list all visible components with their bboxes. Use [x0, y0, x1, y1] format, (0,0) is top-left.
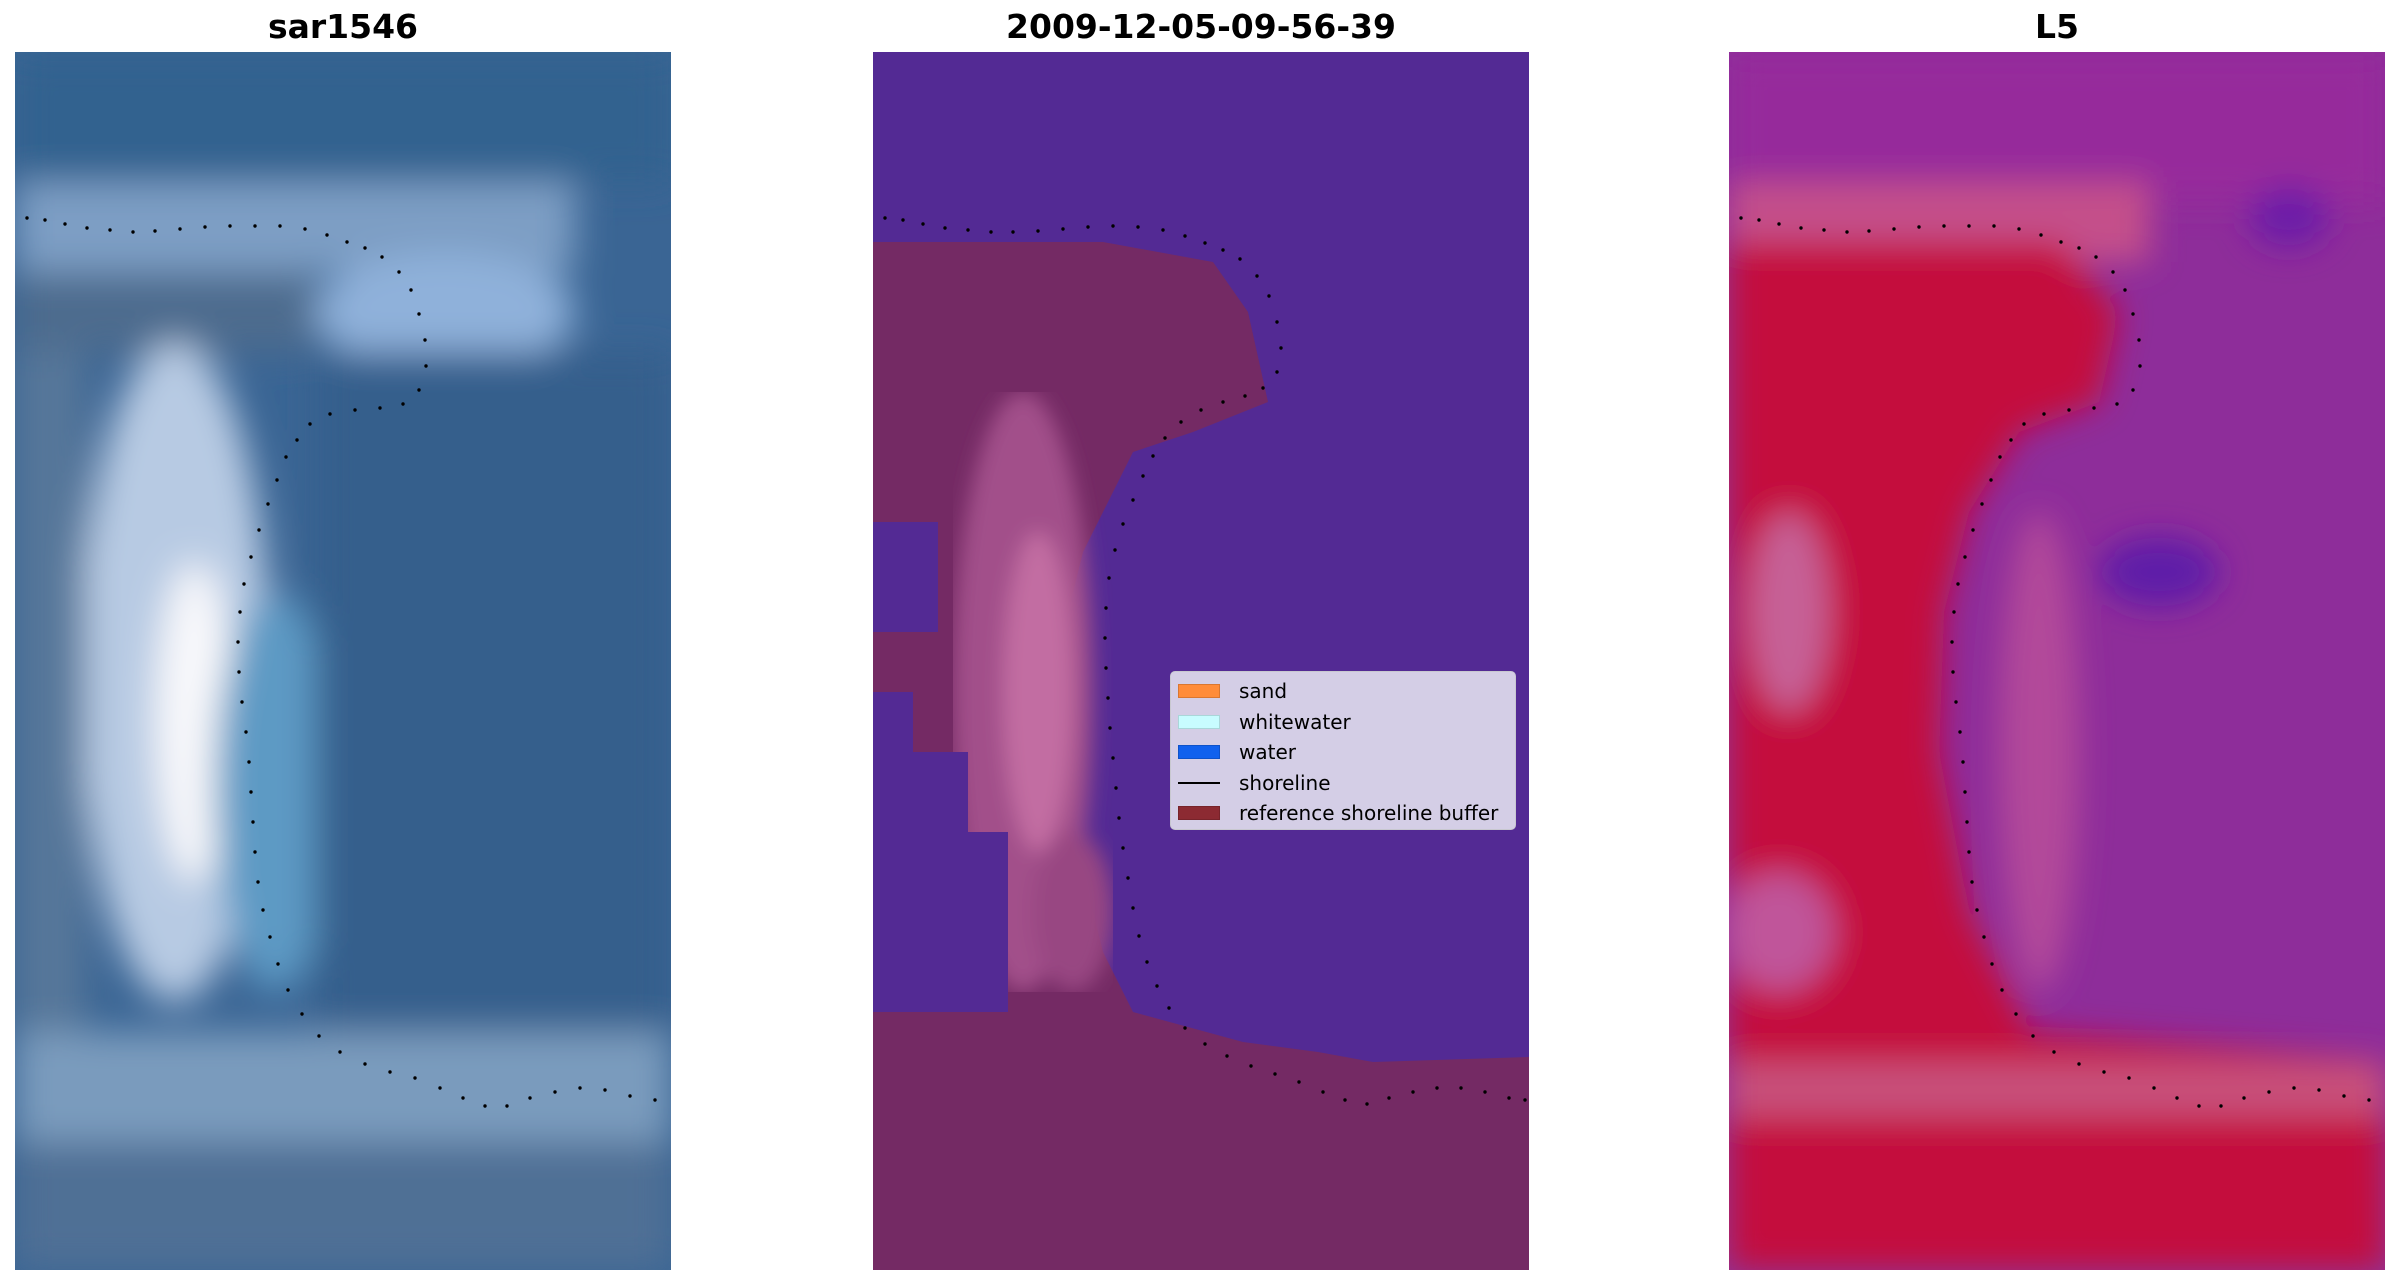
- legend-label: water: [1239, 740, 1296, 765]
- rgb-image: [15, 52, 671, 1270]
- shoreline-dots-3: [1739, 216, 2371, 1108]
- legend: sand whitewater water shoreline referenc…: [1170, 671, 1516, 830]
- index-image: [1729, 52, 2385, 1270]
- whitewater-swatch: [1178, 714, 1220, 729]
- panel-title-1: sar1546: [267, 7, 419, 46]
- shoreline-dots-2: [883, 216, 1527, 1106]
- legend-item-water: water: [1171, 737, 1515, 768]
- legend-item-reference-shoreline-buffer: reference shoreline buffer: [1171, 798, 1515, 829]
- legend-item-sand: sand: [1171, 676, 1515, 707]
- legend-item-shoreline: shoreline: [1171, 768, 1515, 799]
- index-panel: [1729, 52, 2385, 1270]
- panel-title-2: 2009-12-05-09-56-39: [1006, 7, 1396, 46]
- sand-swatch: [1178, 684, 1220, 699]
- shoreline-dots-1: [25, 216, 657, 1108]
- classification-image: [873, 52, 1529, 1270]
- shoreline-line-swatch: [1178, 781, 1220, 784]
- water-swatch: [1178, 745, 1220, 760]
- buffer-swatch: [1178, 806, 1220, 821]
- panel-title-3: L5: [2035, 7, 2079, 46]
- classification-panel: [873, 52, 1529, 1270]
- legend-item-whitewater: whitewater: [1171, 707, 1515, 738]
- legend-label: reference shoreline buffer: [1239, 801, 1499, 826]
- legend-label: whitewater: [1239, 709, 1351, 734]
- legend-label: sand: [1239, 679, 1288, 704]
- rgb-image-panel: [15, 52, 671, 1270]
- legend-label: shoreline: [1239, 770, 1331, 795]
